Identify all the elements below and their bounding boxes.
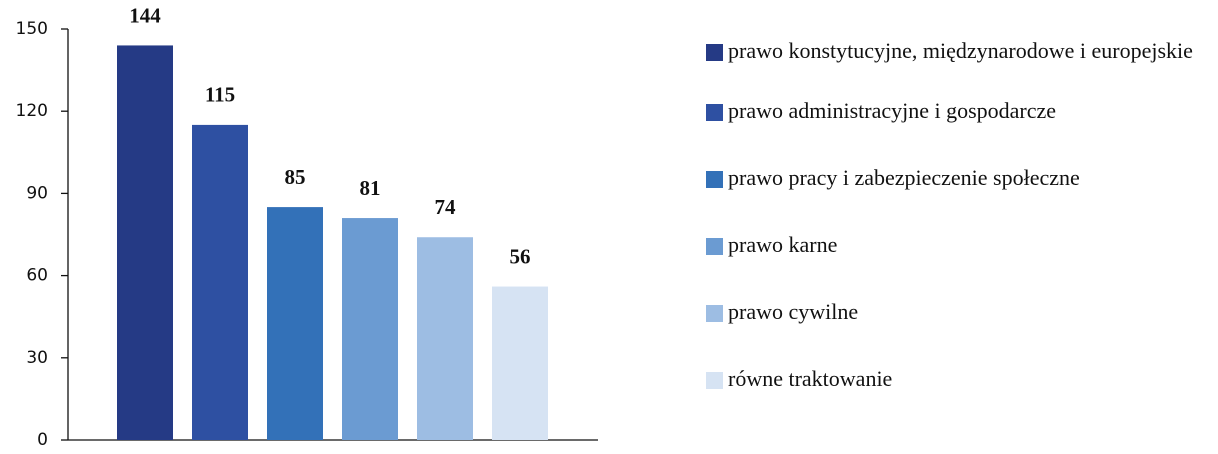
legend-label: równe traktowanie bbox=[728, 366, 893, 391]
legend-item: prawo administracyjne i gospodarcze bbox=[706, 96, 1206, 126]
bar bbox=[117, 45, 173, 440]
legend: prawo konstytucyjne, międzynarodowe i eu… bbox=[706, 36, 1206, 394]
legend-swatch bbox=[706, 305, 723, 322]
legend-label: prawo karne bbox=[728, 232, 838, 257]
legend-swatch bbox=[706, 104, 723, 121]
bar bbox=[342, 218, 398, 440]
value-label: 74 bbox=[435, 195, 457, 219]
y-tick-label: 60 bbox=[26, 266, 48, 286]
value-label: 81 bbox=[360, 176, 381, 200]
value-label: 85 bbox=[285, 165, 306, 189]
legend-item: prawo pracy i zabezpieczenie społeczne bbox=[706, 163, 1206, 193]
legend-swatch bbox=[706, 44, 723, 61]
value-label: 115 bbox=[205, 83, 235, 107]
y-tick-label: 30 bbox=[26, 348, 48, 368]
value-label: 56 bbox=[510, 244, 531, 268]
legend-label: prawo cywilne bbox=[728, 299, 859, 324]
value-label: 144 bbox=[129, 3, 161, 27]
bar bbox=[417, 237, 473, 440]
y-tick-label: 0 bbox=[37, 430, 48, 450]
bar bbox=[492, 286, 548, 440]
legend-label: prawo pracy i zabezpieczenie społeczne bbox=[728, 165, 1080, 190]
legend-item: prawo karne bbox=[706, 230, 1206, 260]
legend-label: prawo konstytucyjne, międzynarodowe i eu… bbox=[728, 38, 1193, 63]
bar bbox=[192, 124, 248, 441]
y-tick-label: 120 bbox=[16, 101, 48, 121]
legend-item: równe traktowanie bbox=[706, 364, 1206, 394]
chart: 0 30 60 90 120 150 144 115 85 81 74 56 bbox=[16, 3, 598, 450]
legend-item: prawo konstytucyjne, międzynarodowe i eu… bbox=[706, 36, 1206, 66]
legend-swatch bbox=[706, 372, 723, 389]
legend-swatch bbox=[706, 238, 723, 255]
legend-label: prawo administracyjne i gospodarcze bbox=[728, 98, 1057, 123]
legend-swatch bbox=[706, 171, 723, 188]
bar bbox=[267, 207, 323, 440]
legend-item: prawo cywilne bbox=[706, 297, 1206, 327]
y-tick-label: 150 bbox=[16, 19, 48, 39]
y-tick-label: 90 bbox=[26, 183, 48, 203]
